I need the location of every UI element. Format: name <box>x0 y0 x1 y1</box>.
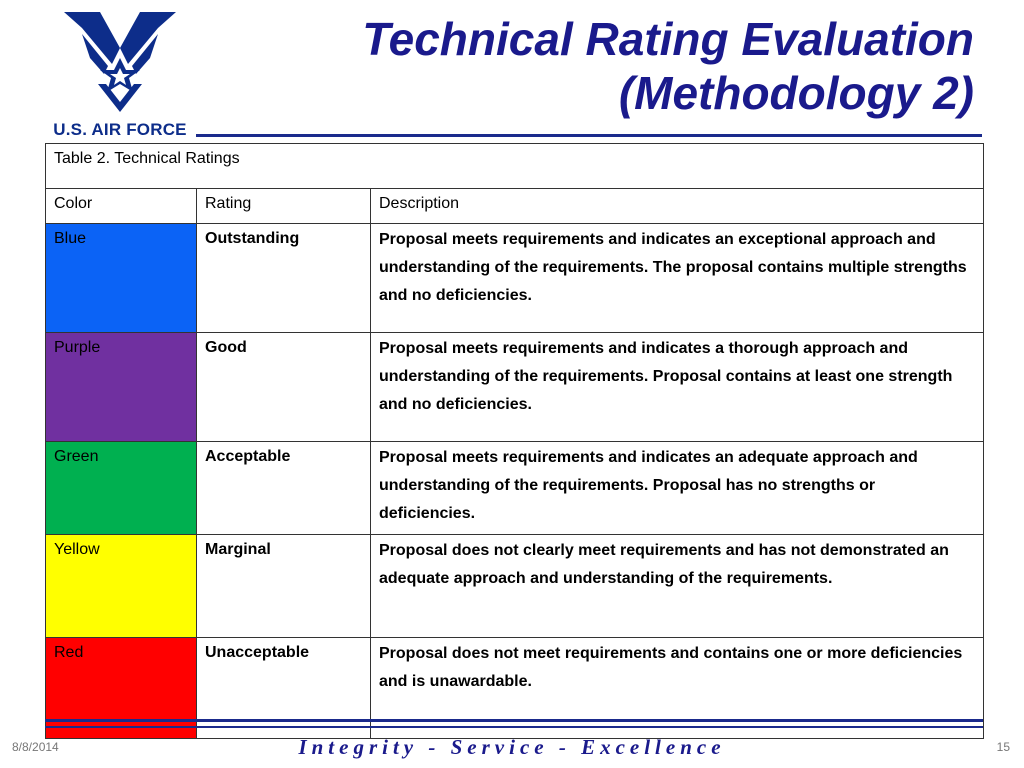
title-line-1: Technical Rating Evaluation <box>362 13 974 65</box>
title-line-2: (Methodology 2) <box>618 67 974 119</box>
title-divider <box>196 134 982 137</box>
description-cell: Proposal does not meet requirements and … <box>370 637 984 739</box>
header-color: Color <box>45 188 197 224</box>
slide-date: 8/8/2014 <box>12 740 59 754</box>
footer-divider-top <box>45 719 983 722</box>
description-cell: Proposal meets requirements and indicate… <box>370 332 984 442</box>
table-row: Blue Outstanding Proposal meets requirem… <box>45 223 984 333</box>
table-caption: Table 2. Technical Ratings <box>45 143 984 189</box>
color-cell: Blue <box>45 223 197 333</box>
table-header-row: Color Rating Description <box>45 188 984 224</box>
rating-cell: Good <box>196 332 371 442</box>
description-cell: Proposal does not clearly meet requireme… <box>370 534 984 638</box>
technical-ratings-table: Table 2. Technical Ratings Color Rating … <box>45 143 984 739</box>
air-force-symbol-icon <box>64 12 176 112</box>
slide-title: Technical Rating Evaluation (Methodology… <box>254 12 974 120</box>
logo-text: U.S. AIR FORCE <box>53 120 187 139</box>
footer-motto: Integrity - Service - Excellence <box>298 735 726 759</box>
table-row: Red Unacceptable Proposal does not meet … <box>45 637 984 739</box>
header-description: Description <box>370 188 984 224</box>
table-caption-row: Table 2. Technical Ratings <box>45 143 984 189</box>
description-cell: Proposal meets requirements and indicate… <box>370 223 984 333</box>
page-number: 15 <box>996 740 1010 754</box>
rating-cell: Unacceptable <box>196 637 371 739</box>
color-cell: Red <box>45 637 197 739</box>
color-cell: Purple <box>45 332 197 442</box>
color-cell: Green <box>45 441 197 535</box>
table-row: Yellow Marginal Proposal does not clearl… <box>45 534 984 638</box>
description-cell: Proposal meets requirements and indicate… <box>370 441 984 535</box>
rating-cell: Marginal <box>196 534 371 638</box>
color-cell: Yellow <box>45 534 197 638</box>
footer-divider-bottom <box>45 726 983 728</box>
rating-cell: Acceptable <box>196 441 371 535</box>
table-row: Purple Good Proposal meets requirements … <box>45 332 984 442</box>
header-rating: Rating <box>196 188 371 224</box>
table-row: Green Acceptable Proposal meets requirem… <box>45 441 984 535</box>
usaf-logo: U.S. AIR FORCE <box>40 8 200 139</box>
rating-cell: Outstanding <box>196 223 371 333</box>
